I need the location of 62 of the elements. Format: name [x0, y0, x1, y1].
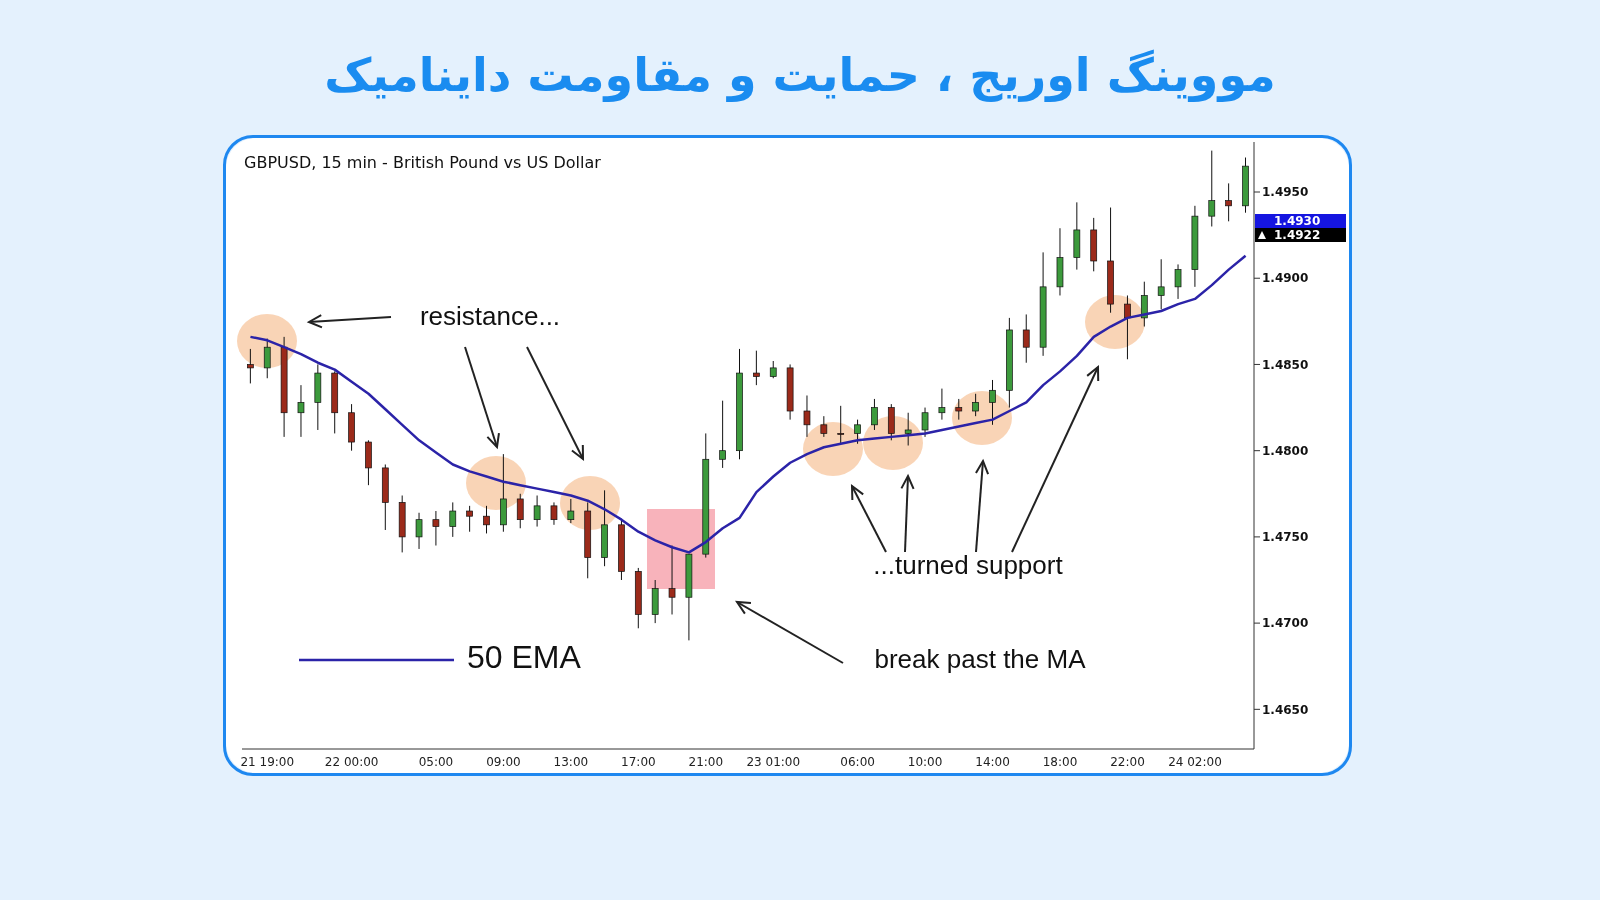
candlestick — [955, 398, 963, 421]
chart-title: مووینگ اوریج ، حمایت و مقاومت داینامیک — [323, 48, 1277, 102]
candlestick — [449, 501, 457, 538]
annotation: break past the MA — [874, 643, 1087, 674]
candlestick — [432, 510, 440, 547]
candlestick — [567, 498, 575, 524]
candlestick — [1208, 150, 1216, 227]
x-tick-label: 24 02:00 — [1168, 754, 1222, 769]
candlestick — [483, 505, 490, 534]
candlestick — [753, 350, 760, 386]
candlestick — [1022, 313, 1030, 364]
annotation: ...turned support — [873, 549, 1064, 580]
x-tick-label: 17:00 — [621, 754, 656, 769]
y-tick-label: 1.4850 — [1262, 357, 1309, 372]
candlestick — [668, 545, 676, 615]
x-tick-label: 18:00 — [1042, 754, 1078, 769]
candlestick — [415, 512, 423, 550]
x-tick-label: 13:00 — [553, 754, 589, 769]
candlestick — [854, 419, 861, 445]
annotation: resistance... — [419, 300, 561, 331]
text: GBPUSD, 15 min - British Pound vs US Dollar — [244, 153, 602, 172]
candlestick — [1140, 281, 1148, 328]
candlestick — [247, 348, 254, 384]
y-tick-label: 1.4900 — [1262, 271, 1309, 286]
x-tick-label: 14:00 — [975, 754, 1010, 769]
candlestick — [297, 384, 305, 438]
y-tick-label: 1.4650 — [1262, 702, 1309, 717]
y-tick-label: 1.4750 — [1262, 530, 1309, 545]
candlestick — [1157, 258, 1165, 310]
x-tick-label: 10:00 — [907, 754, 943, 769]
x-tick-label: 09:00 — [486, 754, 521, 769]
legend-label: 50 EMA — [467, 639, 582, 676]
candlestick — [550, 501, 558, 526]
x-tick-label: 21:00 — [688, 754, 724, 769]
candlestick — [533, 495, 541, 528]
text: 1.4930 — [1274, 213, 1321, 228]
x-tick-label: 05:00 — [418, 754, 454, 769]
text: 1.4922 — [1274, 227, 1321, 242]
candlestick — [871, 398, 878, 431]
candlestick — [989, 379, 996, 426]
candlestick — [837, 405, 845, 445]
x-tick-label: 22 00:00 — [324, 754, 379, 769]
x-tick-label: 23 01:00 — [746, 754, 801, 769]
candlestick — [938, 388, 946, 421]
candlestick — [1174, 263, 1182, 300]
candlestick — [1124, 294, 1131, 360]
candlestick — [904, 412, 912, 446]
candlestick — [921, 407, 929, 438]
y-tick-label: 1.4800 — [1262, 443, 1309, 458]
x-tick-label: 21 19:00 — [240, 754, 295, 769]
candlestick — [719, 400, 726, 469]
x-tick-label: 06:00 — [840, 754, 875, 769]
candlestick — [972, 393, 979, 417]
candlestick — [466, 505, 473, 533]
line-series — [249, 254, 1247, 554]
candlestick — [1225, 182, 1232, 222]
x-tick-label: 22:00 — [1110, 754, 1145, 769]
candlestick — [516, 493, 524, 529]
y-tick-label: 1.4700 — [1262, 616, 1309, 631]
y-tick-label: 1.4950 — [1262, 185, 1309, 200]
candlestick — [820, 415, 828, 438]
candlestick — [803, 394, 811, 438]
